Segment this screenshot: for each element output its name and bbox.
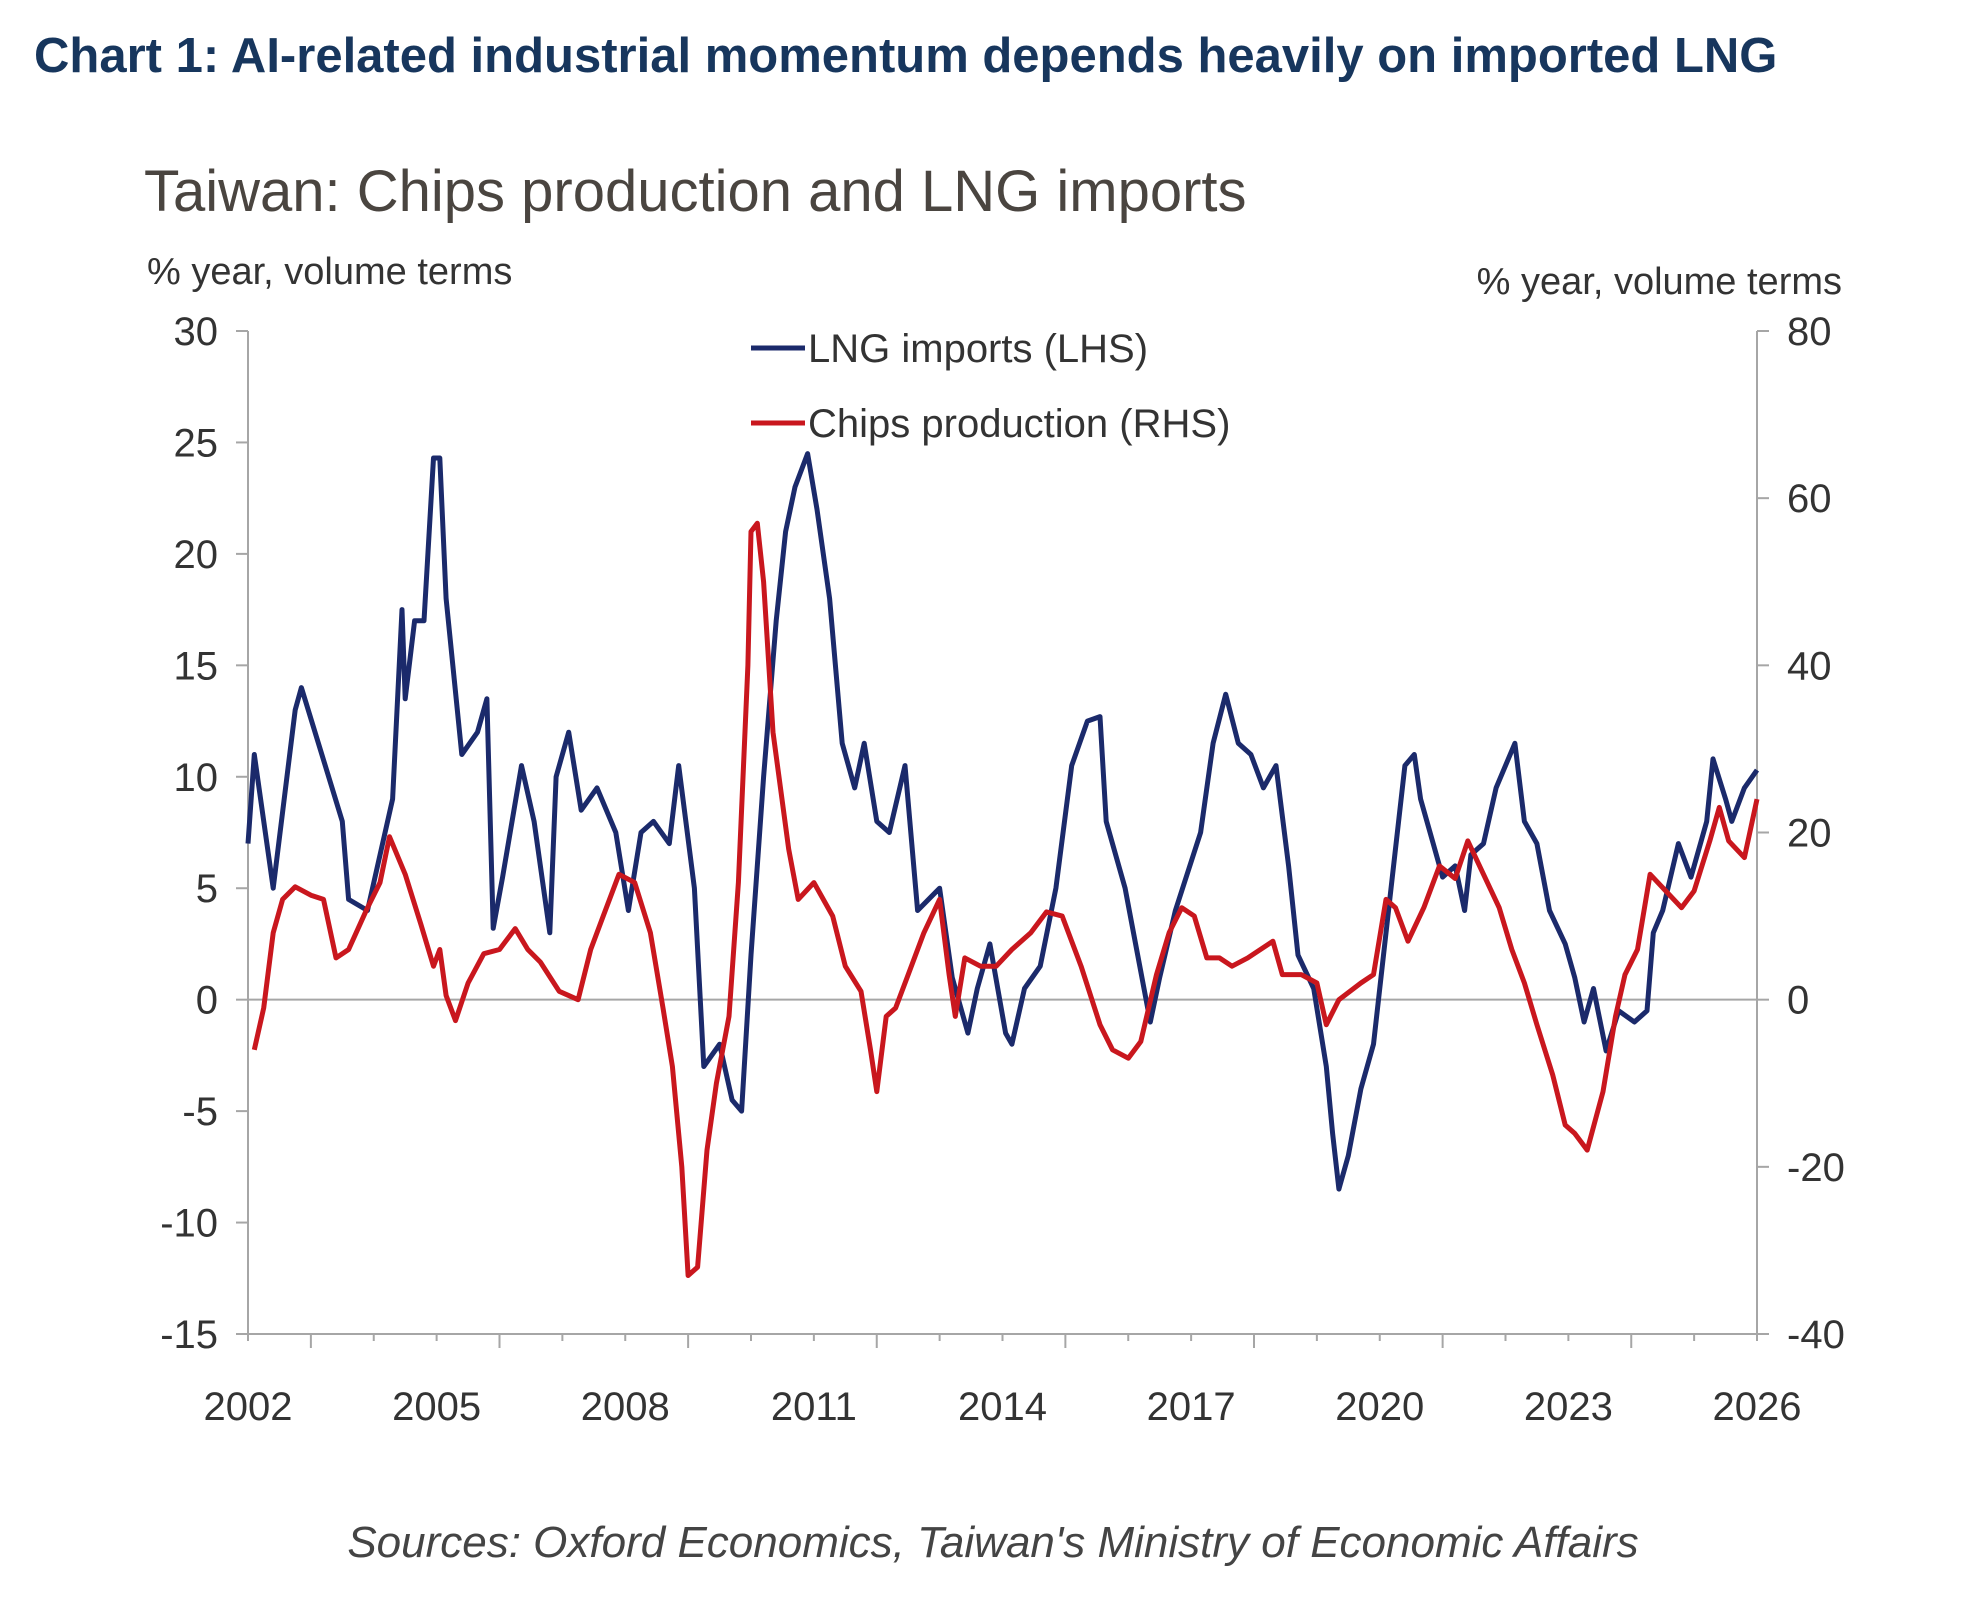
lng-imports-line bbox=[245, 451, 1760, 1192]
chips-production-line bbox=[251, 520, 1760, 1278]
right-tick-label: 40 bbox=[1787, 644, 1832, 688]
left-tick-label: 5 bbox=[196, 867, 218, 911]
left-tick-label: 20 bbox=[174, 533, 219, 577]
right-tick-label: 20 bbox=[1787, 812, 1832, 856]
x-tick-label: 2002 bbox=[204, 1385, 293, 1429]
left-axis-label: % year, volume terms bbox=[147, 251, 512, 293]
x-tick-label: 2008 bbox=[581, 1385, 670, 1429]
x-tick-label: 2026 bbox=[1713, 1385, 1802, 1429]
right-tick-label: -40 bbox=[1787, 1313, 1845, 1357]
right-tick-label: 80 bbox=[1787, 310, 1832, 354]
right-tick-label: 0 bbox=[1787, 979, 1809, 1023]
x-tick-label: 2014 bbox=[958, 1385, 1047, 1429]
right-axis-label: % year, volume terms bbox=[1477, 261, 1842, 303]
left-tick-label: -10 bbox=[160, 1202, 218, 1246]
legend: LNG imports (LHS) Chips production (RHS) bbox=[751, 327, 1230, 446]
x-tick-label: 2020 bbox=[1335, 1385, 1424, 1429]
left-tick-label: 15 bbox=[174, 644, 219, 688]
legend-label-lng: LNG imports (LHS) bbox=[808, 327, 1148, 371]
sources-note: Sources: Oxford Economics, Taiwan's Mini… bbox=[347, 1518, 1639, 1567]
left-tick-label: 25 bbox=[174, 421, 219, 465]
right-tick-label: -20 bbox=[1787, 1146, 1845, 1190]
x-tick-label: 2017 bbox=[1147, 1385, 1236, 1429]
legend-label-chips: Chips production (RHS) bbox=[808, 402, 1230, 446]
right-tick-label: 60 bbox=[1787, 477, 1832, 521]
left-tick-label: 10 bbox=[174, 756, 219, 800]
left-tick-label: -15 bbox=[160, 1313, 218, 1357]
x-tick-label: 2023 bbox=[1524, 1385, 1613, 1429]
left-tick-label: 0 bbox=[196, 979, 218, 1023]
x-tick-label: 2011 bbox=[771, 1385, 857, 1429]
left-tick-label: -5 bbox=[182, 1090, 218, 1134]
chart-heading: Chart 1: AI-related industrial momentum … bbox=[34, 29, 1778, 83]
left-tick-label: 30 bbox=[174, 310, 219, 354]
x-tick-label: 2005 bbox=[392, 1385, 481, 1429]
chart-title: Taiwan: Chips production and LNG imports bbox=[144, 159, 1247, 224]
